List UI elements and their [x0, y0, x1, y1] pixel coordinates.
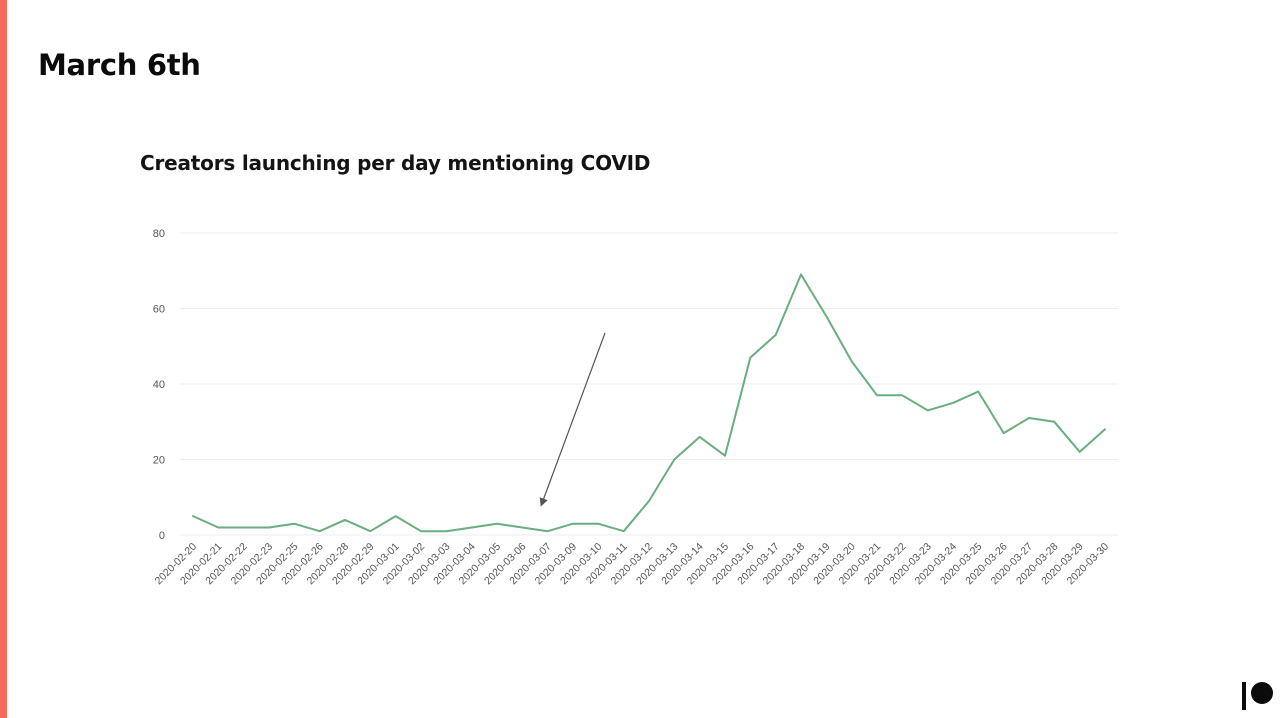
y-tick-label: 20 — [153, 455, 165, 467]
y-tick-label: 0 — [159, 530, 165, 542]
y-tick-label: 60 — [153, 304, 165, 316]
y-tick-label: 80 — [153, 228, 165, 240]
series-line — [192, 273, 1106, 533]
chart-title: Creators launching per day mentioning CO… — [140, 151, 651, 175]
y-tick-label: 40 — [153, 379, 165, 391]
x-tick-labels: 2020-02-202020-02-212020-02-222020-02-23… — [153, 541, 1112, 588]
series-layer — [192, 273, 1106, 533]
y-tick-labels: 0 20 40 60 80 — [153, 228, 165, 542]
annotation-arrow — [539, 332, 606, 507]
annotation-layer — [539, 332, 606, 507]
patreon-logo-icon — [1242, 682, 1273, 710]
slide-title: March 6th — [38, 48, 201, 82]
left-accent-bar — [0, 0, 7, 718]
gridlines — [180, 232, 1118, 536]
